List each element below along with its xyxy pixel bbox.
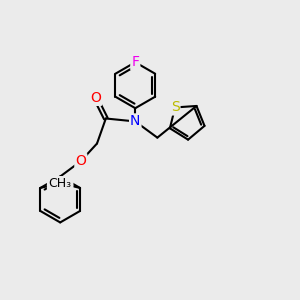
Text: CH₃: CH₃: [50, 177, 73, 190]
Text: O: O: [90, 91, 101, 105]
Text: CH₃: CH₃: [48, 177, 71, 190]
Text: S: S: [171, 100, 179, 115]
Text: O: O: [75, 154, 86, 168]
Text: F: F: [131, 55, 139, 69]
Text: N: N: [130, 114, 140, 128]
